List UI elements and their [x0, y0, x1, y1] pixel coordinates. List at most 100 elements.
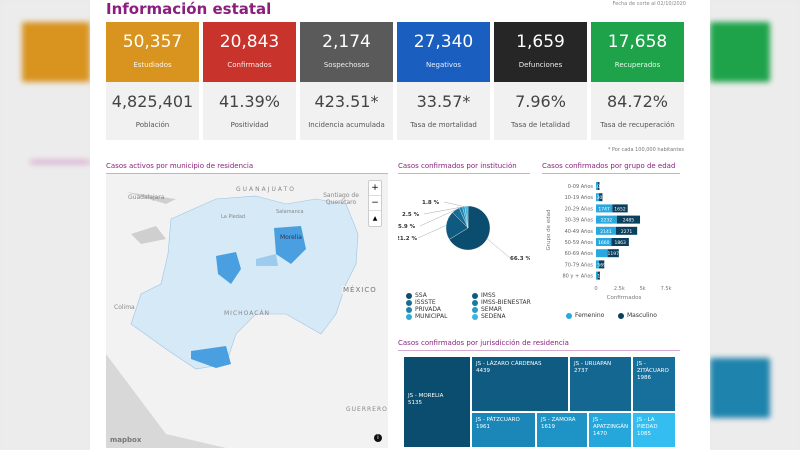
- legend-label: PRIVADA: [415, 306, 442, 313]
- age-bar-masculino[interactable]: [611, 238, 629, 246]
- legend-label: Femenino: [575, 312, 605, 319]
- age-bar-femenino[interactable]: [596, 215, 617, 224]
- legend-item: SSA: [406, 292, 427, 299]
- treemap-cell[interactable]: JS - MORELIA 5135: [403, 356, 471, 448]
- map-label: MICHOACÁN: [224, 310, 271, 317]
- stat-card: 2,174 Sospechosos 423.51* Incidencia acumu…: [300, 22, 393, 140]
- age-bar-masculino[interactable]: [599, 193, 603, 202]
- pie-leader-line: [487, 238, 511, 259]
- x-tick-label: 0: [594, 286, 597, 292]
- treemap-cell[interactable]: JS - APATZINGÁN 1470: [588, 412, 632, 448]
- blurred-background-left: [0, 0, 90, 450]
- stat-label: Defunciones: [518, 61, 563, 69]
- age-bar-masculino[interactable]: [607, 249, 619, 258]
- legend-item: SEDENA: [472, 313, 506, 320]
- legend-label: IMSS-BIENESTAR: [481, 299, 531, 306]
- x-axis-label: Confirmados: [607, 295, 642, 301]
- age-bar-masculino[interactable]: [612, 204, 628, 213]
- dashboard-panel: Información estatal Fecha de corte al 02…: [90, 0, 710, 450]
- age-bar-femenino[interactable]: [596, 226, 616, 235]
- blurred-background-right: [710, 0, 800, 450]
- bar-data-label: 100: [594, 184, 603, 190]
- map-label: GUERRERO: [346, 406, 388, 413]
- stat-label: Estudiados: [133, 61, 172, 69]
- age-bar-masculino[interactable]: [597, 271, 600, 280]
- treemap-cell-name: JS - APATZINGÁN: [593, 417, 629, 431]
- treemap-cell[interactable]: JS - LÁZARO CÁRDENAS 4439: [471, 356, 569, 412]
- x-tick-label: 5k: [640, 286, 646, 292]
- stat-card-top: 2,174 Sospechosos: [300, 22, 393, 82]
- age-category-label: 60-69 Años: [565, 251, 594, 257]
- map[interactable]: GUANAJUATO Guadalajara Santiago de Queré…: [106, 174, 388, 448]
- mapbox-logo[interactable]: mapbox: [110, 436, 142, 444]
- zoom-in-button[interactable]: +: [369, 181, 381, 196]
- treemap-cell[interactable]: JS - ZITÁCUARO 1986: [632, 356, 676, 412]
- zoom-out-button[interactable]: −: [369, 196, 381, 211]
- treemap-cell[interactable]: JS - PÁTZCUARO 1961: [471, 412, 536, 448]
- legend-item: IMSS: [472, 292, 496, 299]
- indicator-label: Positividad: [230, 121, 269, 129]
- pie-leader-line: [417, 225, 447, 239]
- age-bar-femenino[interactable]: [596, 238, 612, 246]
- bar-data-label: 1747: [598, 206, 610, 212]
- pie-slice[interactable]: [464, 205, 469, 229]
- indicator-value: 84.72%: [606, 92, 668, 111]
- age-bar-femenino[interactable]: [596, 249, 608, 258]
- age-bar-femenino[interactable]: [596, 204, 613, 213]
- treemap-cell-name: JS - PÁTZCUARO: [476, 417, 520, 423]
- legend-swatch: [406, 306, 412, 313]
- indicator-value: 7.96%: [515, 92, 566, 111]
- legend-swatch: [472, 313, 478, 320]
- age-bar-femenino[interactable]: [596, 193, 600, 202]
- legend-swatch: [566, 312, 572, 319]
- age-bar-femenino[interactable]: [596, 260, 599, 269]
- treemap-cell-name: JS - URUAPAN: [574, 361, 612, 367]
- compass-button[interactable]: ▲: [372, 215, 378, 222]
- legend-item: SEMAR: [472, 306, 502, 313]
- pie-leader-line: [423, 206, 461, 215]
- indicator-value: 41.39%: [218, 92, 280, 111]
- treemap-cell-name: JS - ZITÁCUARO: [637, 361, 669, 375]
- treemap-cell-value: 5135: [408, 400, 422, 407]
- age-category-label: 20-29 Años: [565, 206, 594, 212]
- indicator-label: Población: [135, 121, 170, 129]
- map-label: La Piedad: [221, 214, 246, 220]
- stat-card-bottom: 41.39% Positividad: [203, 82, 296, 140]
- age-bar-femenino[interactable]: [596, 271, 598, 280]
- info-icon[interactable]: i: [374, 434, 382, 442]
- age-bar-masculino[interactable]: [616, 215, 641, 224]
- pie-slice[interactable]: [448, 205, 491, 251]
- treemap-cell[interactable]: JS - URUAPAN 2737: [569, 356, 632, 412]
- pie-label: 2.5 %: [402, 212, 420, 218]
- map-label: Salamanca: [276, 209, 304, 215]
- age-bar-femenino[interactable]: [596, 182, 598, 190]
- legend-item: MUNICIPAL: [406, 313, 447, 320]
- legend-label: MUNICIPAL: [415, 313, 448, 320]
- pie-leader-line: [419, 209, 456, 227]
- x-tick-label: 2.5k: [614, 286, 625, 292]
- age-category-label: 70-79 Años: [565, 262, 594, 268]
- legend-femenino: Femenino: [566, 312, 604, 319]
- treemap-cell[interactable]: JS - LA PIEDAD 1085: [632, 412, 676, 448]
- age-bar-masculino[interactable]: [615, 226, 638, 235]
- stat-card-top: 17,658 Recuperados: [591, 22, 684, 82]
- bar-data-label: 1652: [614, 206, 626, 212]
- treemap-cell-value: 4439: [476, 368, 490, 375]
- map-label: Guadalajara: [128, 194, 165, 201]
- bar-data-label: 300: [596, 195, 605, 201]
- stat-value: 2,174: [322, 32, 371, 52]
- pie-chart: 66.3 % 21.2 % 5.9 % 2.5 %1.8 %: [398, 200, 530, 262]
- treemap-cell[interactable]: JS - ZAMORA 1619: [536, 412, 588, 448]
- legend-masculino: Masculino: [618, 312, 657, 319]
- treemap-cell-value: 1986: [637, 375, 651, 382]
- treemap-cell-value: 1961: [476, 424, 490, 431]
- age-bar-masculino[interactable]: [598, 260, 605, 269]
- age-bar-masculino[interactable]: [597, 182, 600, 190]
- pie-label: 66.3 %: [510, 256, 530, 262]
- age-category-label: 10-19 Años: [565, 195, 594, 201]
- map-label: GUANAJUATO: [236, 186, 296, 193]
- stat-card: 20,843 Confirmados 41.39% Positividad: [203, 22, 296, 140]
- bar-data-label: 2232: [601, 218, 613, 224]
- legend-item: IMSS-BIENESTAR: [472, 299, 531, 306]
